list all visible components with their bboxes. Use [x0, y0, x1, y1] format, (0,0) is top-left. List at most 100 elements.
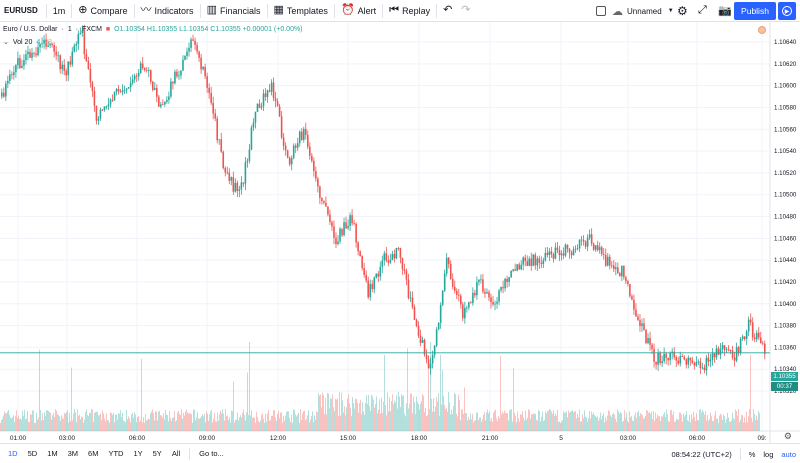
volume-bar	[120, 410, 121, 431]
volume-bar	[521, 414, 522, 431]
volume-bar	[28, 421, 29, 431]
scale-settings-icon[interactable]: ⚙	[783, 431, 792, 441]
replay-button[interactable]: ⏮ Replay	[383, 0, 436, 22]
range-button-ytd[interactable]: YTD	[108, 449, 124, 458]
volume-bar	[497, 421, 498, 431]
financials-button[interactable]: ▥ Financials	[201, 0, 267, 22]
volume-bar	[268, 409, 269, 431]
candle-body	[755, 332, 758, 340]
layout-dropdown[interactable]: ☁ Unnamed ▼	[612, 0, 674, 22]
candle-body	[387, 260, 390, 263]
volume-bar	[320, 394, 321, 431]
range-button-3m[interactable]: 3M	[67, 449, 79, 458]
volume-bar	[139, 421, 140, 431]
candle-body	[79, 32, 82, 35]
range-button-1m[interactable]: 1M	[47, 449, 58, 458]
gear-icon[interactable]: ⚙	[677, 4, 688, 18]
volume-bar	[742, 415, 743, 431]
range-button-5d[interactable]: 5D	[27, 449, 38, 458]
log-toggle[interactable]: log	[763, 449, 774, 459]
volume-bar	[166, 414, 167, 431]
candle-body	[433, 345, 436, 356]
volume-bar	[660, 420, 661, 431]
volume-bar	[361, 414, 362, 431]
volume-bar	[208, 421, 209, 431]
volume-bar	[413, 396, 414, 431]
volume-bar	[481, 421, 482, 431]
undo-button[interactable]: ↶	[437, 0, 461, 22]
volume-bar	[325, 397, 326, 431]
volume-bar	[248, 415, 249, 431]
candle-body	[224, 168, 227, 173]
range-button-5y[interactable]: 5Y	[152, 449, 162, 458]
candle-body	[633, 299, 635, 310]
select-layout-checkbox[interactable]	[596, 6, 606, 16]
volume-bar	[493, 412, 494, 431]
publish-button[interactable]: Publish	[734, 2, 776, 20]
fullscreen-icon[interactable]: ⤢	[698, 4, 707, 16]
candle-body	[33, 52, 35, 54]
chevron-down-icon[interactable]: ⌄	[3, 39, 9, 46]
volume-bar	[215, 421, 216, 431]
volume-bar	[718, 422, 719, 431]
candle-body	[727, 349, 730, 351]
alert-button[interactable]: ⏰ Alert	[335, 0, 382, 22]
volume-bar	[692, 418, 693, 431]
range-button-6m[interactable]: 6M	[88, 449, 99, 458]
symbol-search-button[interactable]: EURUSD	[4, 6, 38, 15]
volume-bar	[107, 420, 108, 431]
volume-bar	[543, 420, 544, 431]
volume-bar	[9, 414, 10, 431]
candle-body	[399, 248, 402, 258]
volume-bar	[172, 417, 173, 431]
volume-bar	[417, 401, 418, 431]
divider	[71, 3, 73, 18]
volume-bar	[759, 413, 760, 431]
percent-toggle[interactable]: %	[748, 449, 756, 459]
candle-body	[602, 254, 605, 255]
volume-bar	[263, 418, 264, 431]
volume-bar	[307, 415, 308, 431]
volume-bar	[664, 412, 665, 431]
candle-body	[351, 215, 353, 224]
notification-dot[interactable]	[758, 26, 766, 34]
candle-body	[43, 39, 45, 44]
camera-icon[interactable]: 📷	[718, 5, 732, 17]
templates-button[interactable]: ▦ Templates	[268, 0, 334, 22]
volume-bar	[678, 419, 679, 431]
range-button-1y[interactable]: 1Y	[133, 449, 143, 458]
indicators-button[interactable]: 〰 Indicators	[135, 0, 200, 22]
volume-bar	[547, 410, 548, 431]
volume-bar	[91, 409, 92, 431]
volume-bar	[583, 418, 584, 431]
redo-button[interactable]: ↷	[461, 0, 479, 22]
volume-bar	[674, 421, 675, 431]
candle-body	[709, 359, 712, 362]
candle-body	[206, 76, 208, 88]
volume-bar	[143, 417, 144, 431]
volume-bar	[469, 419, 470, 431]
volume-legend[interactable]: ⌄ Vol 20 4 28	[3, 38, 52, 47]
volume-bar	[309, 422, 310, 431]
volume-bar	[355, 398, 356, 431]
volume-bar	[401, 394, 402, 431]
range-button-1d[interactable]: 1D	[8, 449, 18, 458]
volume-bar	[466, 413, 467, 431]
y-tick-label: 1.10580	[774, 104, 797, 111]
price-chart[interactable]: 1.10640 1.10620 1.10600 1.10580 1.10560 1.105…	[0, 22, 800, 443]
candle-body	[180, 70, 182, 76]
candle-body	[763, 343, 766, 355]
interval-button[interactable]: 1m	[52, 5, 66, 16]
compare-button[interactable]: ⊕ Compare	[72, 0, 133, 22]
publish-options-button[interactable]: ▶	[778, 2, 796, 20]
volume-bar	[661, 416, 662, 431]
volume-bar	[118, 413, 119, 431]
candle-body	[288, 157, 291, 165]
volume-bar	[654, 420, 655, 431]
volume-bar	[578, 416, 579, 431]
goto-button[interactable]: Go to...	[199, 449, 224, 458]
clock-label[interactable]: 08:54:22 (UTC+2)	[671, 449, 732, 459]
candle-body	[127, 87, 130, 89]
range-button-all[interactable]: All	[171, 449, 181, 458]
auto-toggle[interactable]: auto	[781, 449, 796, 459]
